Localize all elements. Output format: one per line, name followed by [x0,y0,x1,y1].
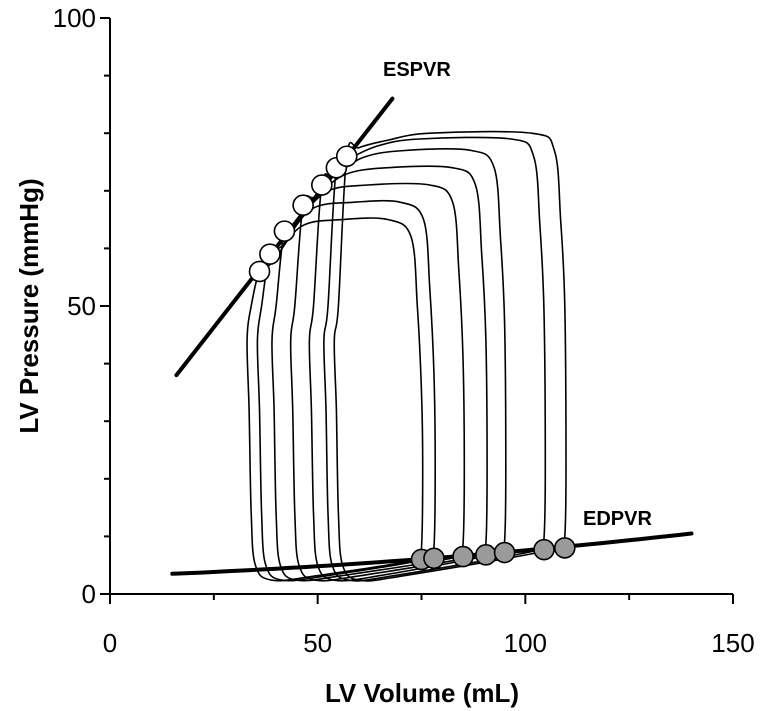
x-axis-title: LV Volume (mL) [325,678,519,708]
x-tick-label: 0 [103,628,117,658]
pv-loop-5 [308,148,512,582]
pv-loop-1 [246,217,427,582]
edpvr-label: EDPVR [583,508,652,530]
x-tick-label: 100 [504,628,547,658]
end-diastolic-point-5 [493,541,516,564]
pv-loop-3 [271,182,470,582]
y-axis-title: LV Pressure (mmHg) [14,178,44,433]
pv-loop-4 [289,165,493,582]
end-systolic-point-1 [248,260,271,283]
end-systolic-point-3 [273,220,296,242]
end-systolic-point-4 [292,194,314,216]
end-diastolic-point-6 [533,538,555,561]
end-diastolic-point-7 [553,537,576,559]
x-tick-label: 50 [303,628,332,658]
end-diastolic-point-3 [452,545,474,568]
axes: 0 50 100 0 50 100 150 [53,3,755,658]
y-tick-label: 50 [67,291,96,321]
end-diastolic-point-4 [475,544,497,566]
pv-loop-7 [333,130,575,582]
y-tick-label: 0 [82,579,96,609]
y-tick-label: 100 [53,3,96,33]
end-systolic-point-5 [311,174,333,196]
end-diastolic-point-2 [423,547,445,570]
pv-loop-2 [256,199,440,582]
data-points [248,145,576,571]
pv-loop-6 [323,136,553,582]
end-systolic-point-2 [259,243,281,265]
x-tick-label: 150 [711,628,754,658]
end-systolic-point-7 [335,145,358,168]
espvr-label: ESPVR [383,59,451,81]
